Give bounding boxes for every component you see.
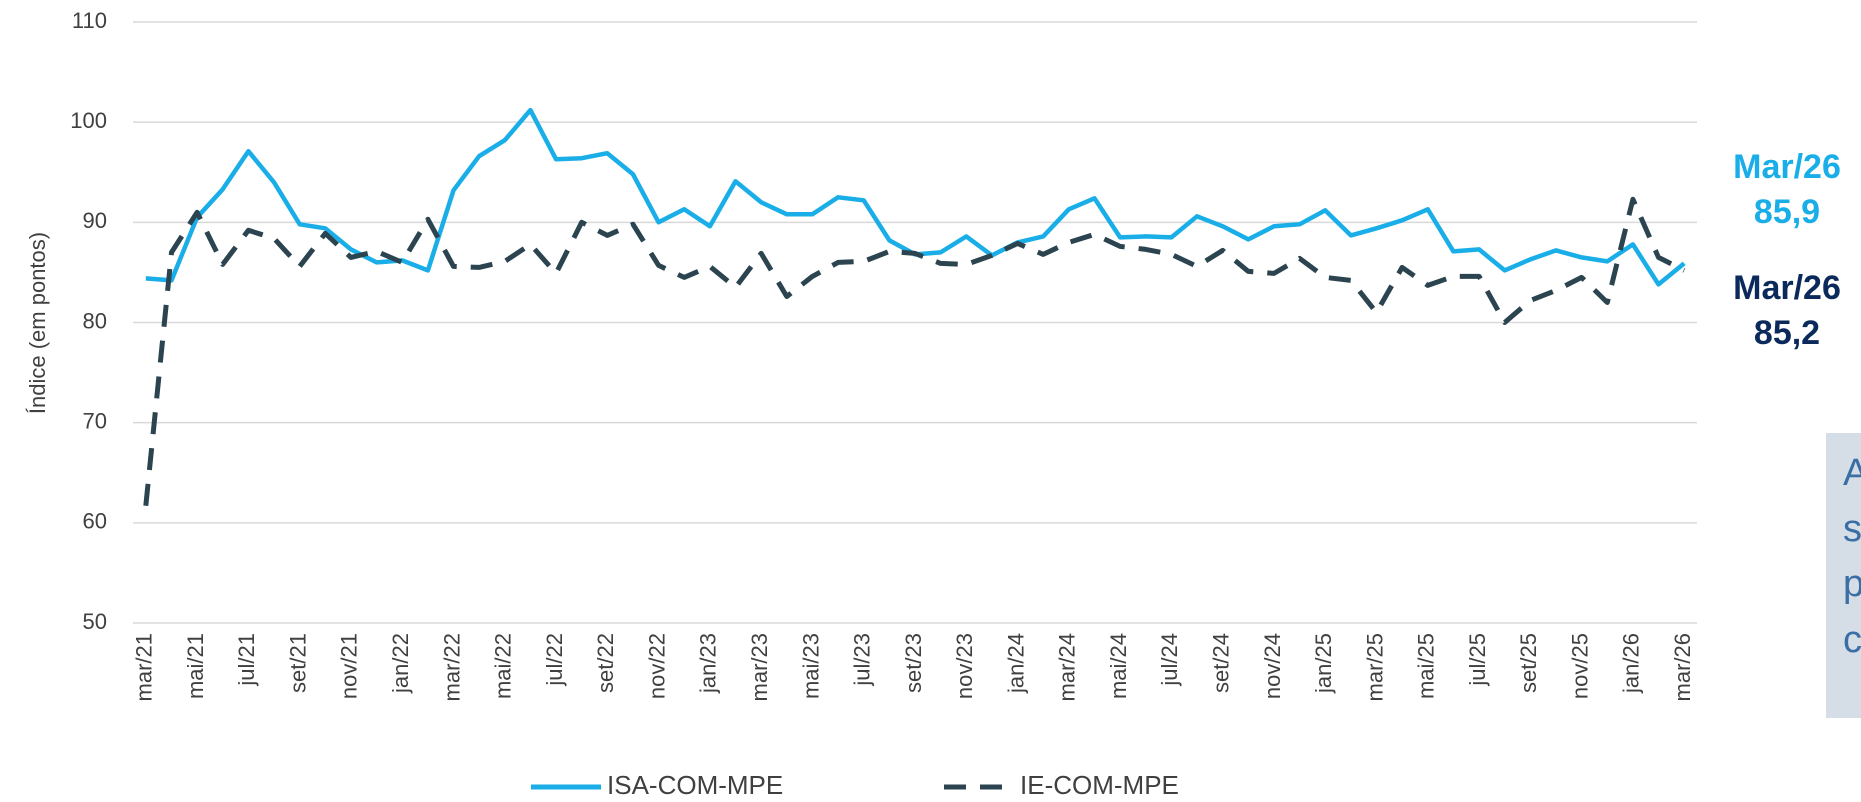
x-tick-label: nov/23	[952, 633, 977, 699]
x-tick-label: nov/24	[1260, 633, 1285, 699]
x-tick-label: mai/23	[798, 633, 823, 699]
x-tick-label: set/22	[593, 633, 618, 693]
x-tick-label: mar/24	[1055, 633, 1080, 701]
side-box-text: s	[1843, 508, 1861, 550]
x-tick-label: jul/25	[1465, 633, 1490, 687]
side-box-text: c	[1843, 619, 1861, 661]
x-tick-label: mai/24	[1106, 633, 1131, 699]
y-tick-label: 70	[83, 408, 107, 433]
x-tick-label: mar/25	[1362, 633, 1387, 701]
x-tick-label: set/23	[901, 633, 926, 693]
y-tick-label: 50	[83, 609, 107, 634]
series-line	[143, 196, 1686, 507]
x-tick-label: jan/26	[1619, 633, 1644, 694]
x-tick-label: jul/22	[542, 633, 567, 687]
x-tick-label: jan/25	[1311, 633, 1336, 694]
y-tick-label: 110	[72, 8, 107, 33]
annotation: Mar/26	[1733, 148, 1841, 186]
x-tick-label: set/25	[1516, 633, 1541, 693]
annotation: Mar/26	[1733, 269, 1841, 307]
x-tick-label: mai/22	[491, 633, 516, 699]
y-tick-label: 100	[70, 108, 107, 133]
x-tick-label: nov/25	[1567, 633, 1592, 699]
annotation: 85,9	[1754, 193, 1820, 231]
x-tick-label: jan/24	[1003, 633, 1028, 694]
x-tick-label: mar/26	[1670, 633, 1695, 701]
side-box-text: A	[1843, 452, 1861, 494]
x-tick-label: mai/21	[183, 633, 208, 699]
x-tick-label: jul/21	[234, 633, 259, 687]
x-tick-label: mar/22	[439, 633, 464, 701]
side-box-text: p	[1843, 563, 1861, 605]
legend-label: ISA-COM-MPE	[607, 770, 783, 800]
legend-label: IE-COM-MPE	[1020, 770, 1179, 800]
x-tick-label: jan/23	[696, 633, 721, 694]
y-axis-title: Índice (em pontos)	[25, 232, 50, 414]
x-tick-label: mar/23	[747, 633, 772, 701]
series-line	[145, 107, 1686, 287]
x-tick-label: jul/24	[1157, 633, 1182, 687]
y-tick-label: 60	[83, 509, 107, 534]
x-tick-label: nov/21	[337, 633, 362, 699]
x-tick-label: nov/22	[644, 633, 669, 699]
x-tick-label: jan/22	[388, 633, 413, 694]
annotation: 85,2	[1754, 314, 1820, 352]
x-tick-label: set/24	[1208, 633, 1233, 693]
x-tick-label: set/21	[285, 633, 310, 693]
y-tick-label: 80	[83, 308, 107, 333]
y-tick-label: 90	[83, 208, 107, 233]
x-tick-label: mai/25	[1414, 633, 1439, 699]
x-tick-label: jul/23	[850, 633, 875, 687]
x-tick-label: mar/21	[132, 633, 157, 701]
side-box	[1826, 433, 1861, 718]
